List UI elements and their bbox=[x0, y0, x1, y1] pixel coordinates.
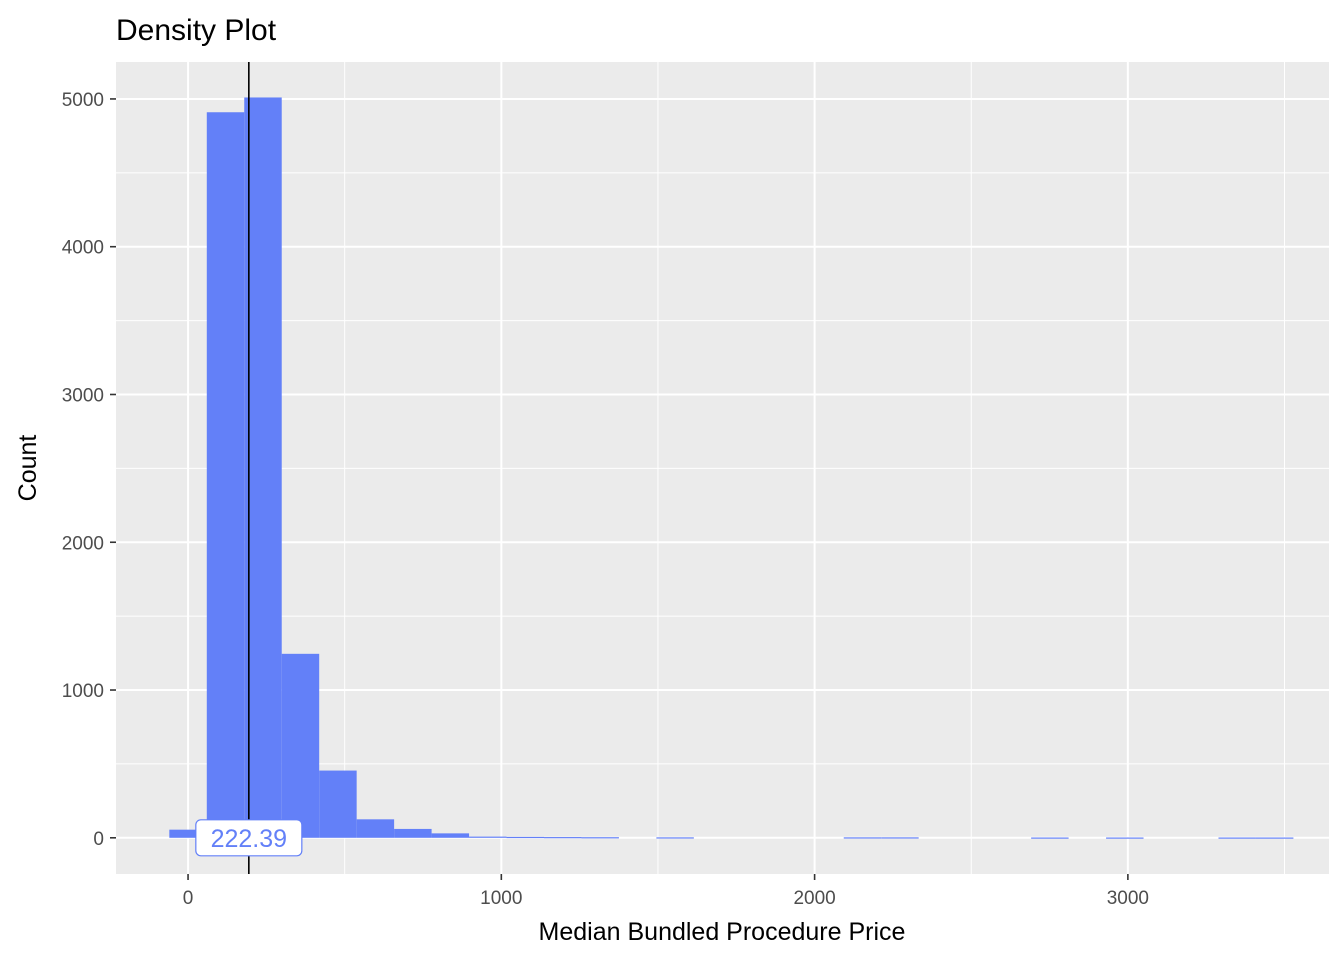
histogram-bars bbox=[169, 97, 1294, 839]
histogram-bar bbox=[506, 836, 544, 839]
y-tick-label: 3000 bbox=[62, 385, 104, 406]
histogram-bar bbox=[1031, 837, 1069, 839]
x-tick-label: 0 bbox=[183, 888, 194, 909]
histogram-bar bbox=[881, 837, 919, 839]
histogram-bar bbox=[206, 112, 245, 838]
x-tick-label: 1000 bbox=[480, 888, 522, 909]
value-annotation: 222.39 bbox=[195, 819, 303, 857]
chart-title: Density Plot bbox=[116, 14, 277, 47]
histogram-bar bbox=[244, 97, 282, 838]
y-axis-title: Count bbox=[14, 435, 42, 502]
histogram-bar bbox=[656, 837, 694, 839]
x-tick-label: 3000 bbox=[1107, 888, 1149, 909]
x-axis-title: Median Bundled Procedure Price bbox=[539, 918, 906, 946]
histogram-bar bbox=[1218, 837, 1256, 839]
annotation-label: 222.39 bbox=[211, 825, 287, 853]
x-tick-label: 2000 bbox=[793, 888, 835, 909]
histogram-bar bbox=[319, 770, 357, 838]
histogram-bar bbox=[843, 837, 882, 839]
x-axis: 0 1000 2000 3000 bbox=[183, 874, 1149, 909]
y-tick-label: 1000 bbox=[62, 681, 104, 702]
histogram-bar bbox=[1106, 837, 1144, 839]
histogram-bar bbox=[394, 828, 432, 838]
histogram-bar bbox=[1255, 837, 1294, 839]
histogram-bar bbox=[581, 837, 619, 839]
histogram-bar bbox=[356, 819, 395, 838]
annotation-box bbox=[195, 819, 303, 857]
histogram-bar bbox=[281, 653, 320, 838]
histogram-bar bbox=[169, 829, 207, 838]
y-axis: 0 1000 2000 3000 4000 5000 bbox=[62, 90, 116, 850]
histogram-bar bbox=[469, 836, 507, 838]
y-tick-label: 4000 bbox=[62, 238, 104, 259]
histogram-bar bbox=[543, 837, 582, 839]
y-tick-label: 0 bbox=[93, 829, 104, 850]
y-tick-label: 5000 bbox=[62, 90, 104, 111]
y-tick-label: 2000 bbox=[62, 533, 104, 554]
histogram-bar bbox=[431, 833, 470, 838]
